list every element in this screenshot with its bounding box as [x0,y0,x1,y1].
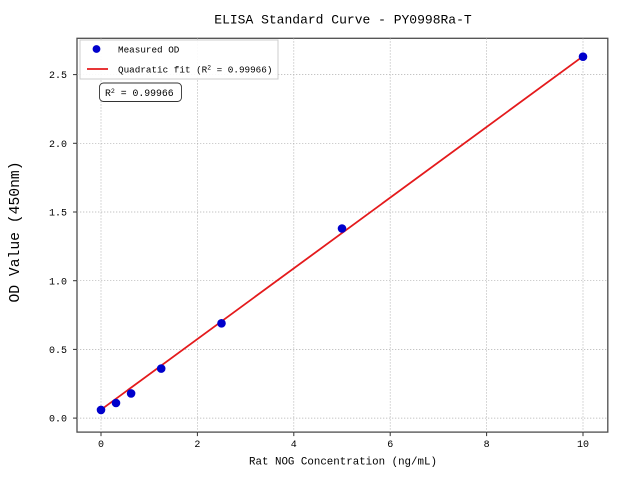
svg-text:0.5: 0.5 [49,346,67,357]
svg-text:ELISA Standard Curve - PY0998R: ELISA Standard Curve - PY0998Ra-T [214,13,472,28]
svg-text:10: 10 [577,440,589,451]
svg-text:0: 0 [98,440,104,451]
svg-text:Quadratic fit (R2 = 0.99966): Quadratic fit (R2 = 0.99966) [118,64,272,76]
svg-text:1.5: 1.5 [49,209,67,220]
svg-text:0.0: 0.0 [49,415,67,426]
svg-text:2: 2 [194,440,200,451]
svg-text:8: 8 [484,440,490,451]
svg-text:2.5: 2.5 [49,71,67,82]
svg-text:R2 = 0.99966: R2 = 0.99966 [105,88,174,100]
svg-text:Measured OD: Measured OD [118,44,180,55]
svg-text:OD Value (450nm): OD Value (450nm) [8,161,24,302]
svg-text:2.0: 2.0 [49,140,67,151]
svg-text:6: 6 [387,440,393,451]
svg-text:4: 4 [291,440,297,451]
svg-text:1.0: 1.0 [49,277,67,288]
svg-text:Rat NOG Concentration (ng/mL): Rat NOG Concentration (ng/mL) [249,457,437,469]
